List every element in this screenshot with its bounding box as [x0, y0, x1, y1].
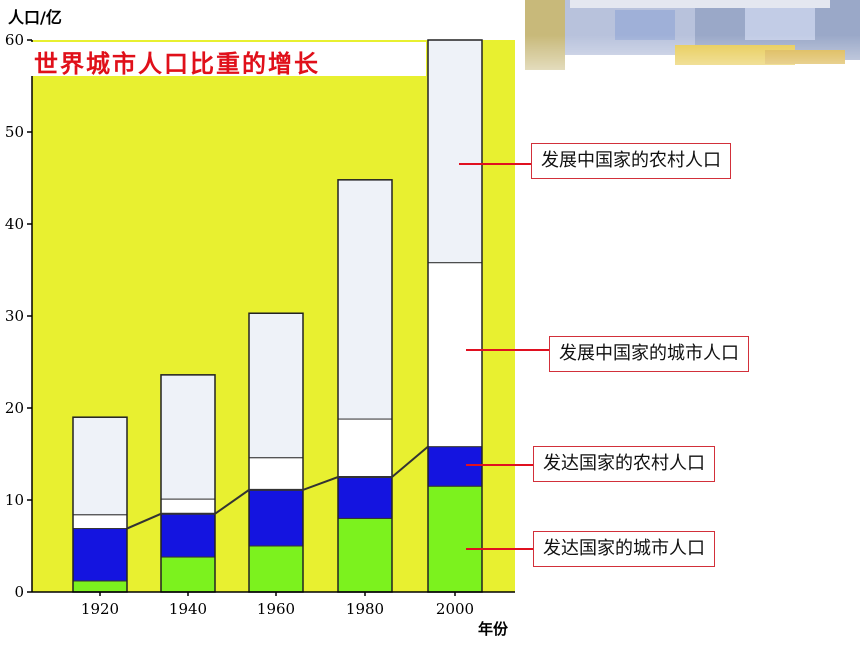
legend-leader-line	[466, 548, 533, 550]
bar-segment-1920-s2	[72, 514, 128, 530]
legend-entry: 发展中国家的农村人口	[531, 143, 731, 179]
x-axis-label: 年份	[478, 620, 509, 638]
legend-leader-line	[466, 464, 533, 466]
y-tick-label: 10	[5, 491, 24, 509]
x-tick-label: 1920	[81, 600, 119, 618]
y-tick-label: 20	[5, 399, 24, 417]
y-tick-label: 50	[5, 123, 24, 141]
bar-segment-1960-s3	[248, 312, 304, 459]
y-tick-label: 30	[5, 307, 24, 325]
y-axis-label: 人口/亿	[8, 8, 62, 27]
bar-segment-2000-s0	[427, 485, 483, 593]
x-tick-label: 2000	[436, 600, 474, 618]
bar-segment-1940-s1	[160, 513, 216, 558]
legend-entry: 发展中国家的城市人口	[549, 336, 749, 372]
x-tick-label: 1960	[257, 600, 295, 618]
bar-segment-1960-s2	[248, 457, 304, 491]
bars-group	[72, 39, 483, 593]
bar-segment-1940-s0	[160, 556, 216, 593]
bar-segment-1960-s0	[248, 545, 304, 593]
trend-line	[126, 445, 429, 530]
legend-entry: 发达国家的农村人口	[533, 446, 715, 482]
y-tick-label: 60	[5, 31, 24, 49]
title-background	[30, 42, 426, 76]
bar-segment-1980-s0	[337, 517, 393, 593]
decorative-photo	[525, 0, 860, 105]
bar-segment-1940-s3	[160, 374, 216, 500]
axes-group: 0 10 20 30 40 50 60 1920 1940 1960 1980 2000	[5, 31, 515, 618]
legend-leader-line	[466, 349, 549, 351]
chart-title: 世界城市人口比重的增长	[34, 50, 320, 78]
y-tick-label: 0	[14, 583, 24, 601]
bar-segment-1940-s2	[160, 498, 216, 515]
bar-segment-1960-s1	[248, 489, 304, 547]
bar-segment-1920-s3	[72, 416, 128, 516]
bar-segment-1980-s3	[337, 179, 393, 420]
legend-leader-line	[459, 163, 531, 165]
bar-segment-1980-s2	[337, 418, 393, 478]
x-tick-label: 1980	[346, 600, 384, 618]
bar-segment-2000-s2	[427, 262, 483, 448]
legend-entry: 发达国家的城市人口	[533, 531, 715, 567]
bar-segment-1920-s1	[72, 528, 128, 582]
bar-segment-1980-s1	[337, 476, 393, 519]
bar-segment-2000-s3	[427, 39, 483, 264]
bar-segment-2000-s1	[427, 446, 483, 487]
y-tick-label: 40	[5, 215, 24, 233]
x-tick-label: 1940	[169, 600, 207, 618]
bar-segment-1920-s0	[72, 580, 128, 593]
